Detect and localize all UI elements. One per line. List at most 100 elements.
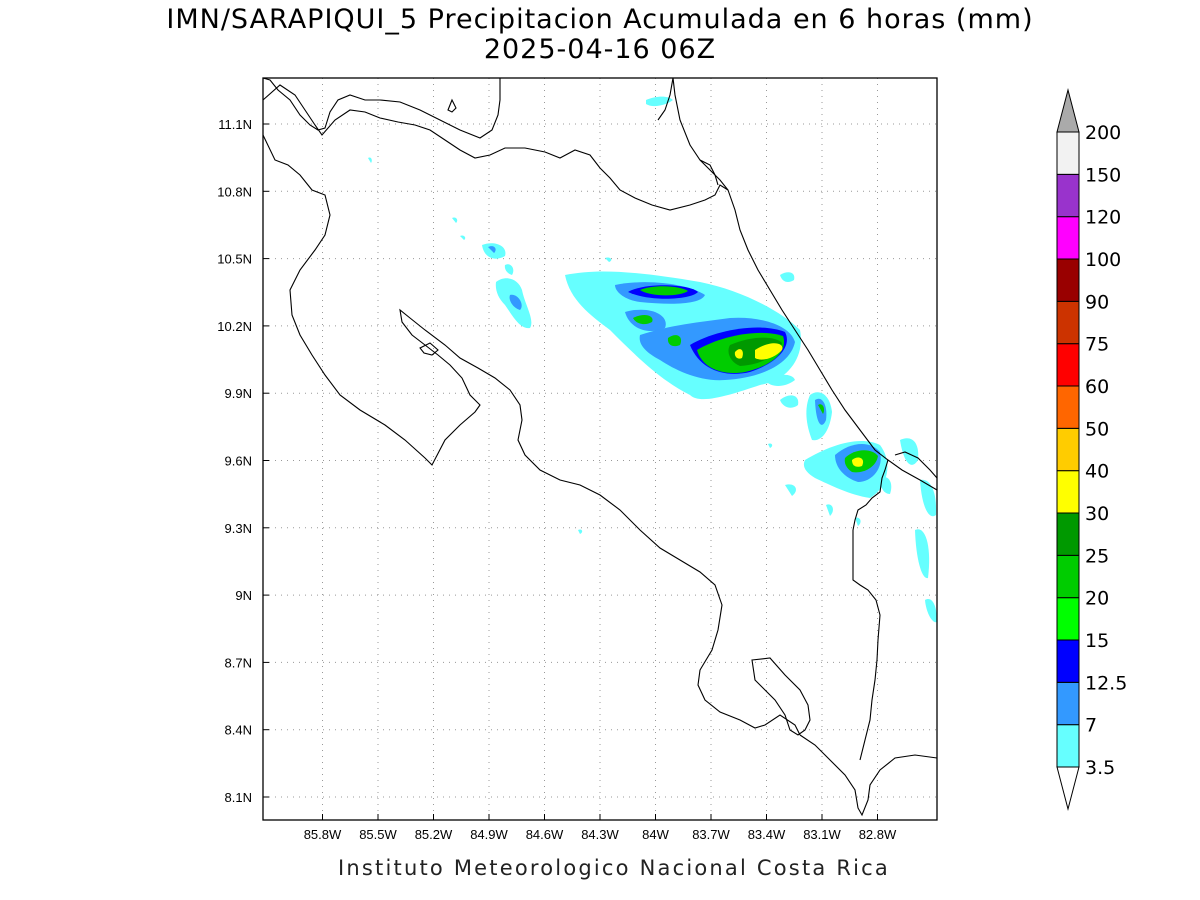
colorbar-swatch [1056,639,1080,683]
precip-area [633,315,653,325]
precip-area [578,529,583,534]
coastlines [262,77,938,817]
footer-credit: Instituto Meteorologico Nacional Costa R… [338,856,890,880]
precip-area [646,96,673,107]
colorbar-label: 150 [1085,164,1121,186]
y-tick-label: 8.1N [225,790,252,805]
precip-area [765,374,795,386]
x-tick-label: 82.8W [859,827,897,842]
colorbar: 3.5 7 12.5 15 20 25 30 40 50 60 75 90 100 120 150 200 [1056,88,1127,811]
precip-area [855,517,861,526]
precip-area [734,349,743,359]
colorbar-label: 12.5 [1085,672,1127,694]
colorbar-swatch [1056,470,1080,514]
nicaragua-border [262,84,729,211]
colorbar-swatch [1056,427,1080,472]
colorbar-swatch [1056,258,1080,302]
x-tick-label: 85.2W [415,827,453,842]
precip-area [818,404,825,414]
x-tick-label: 83.1W [803,827,841,842]
precip-area [780,395,799,408]
colorbar-label: 75 [1085,334,1109,356]
x-tick-label: 85.8W [304,827,342,842]
y-tick-label: 8.4N [225,723,252,738]
colorbar-swatch [1056,681,1080,726]
precipitation-fields [368,96,937,623]
colorbar-swatch [1056,385,1080,429]
bocas-coast [894,451,938,479]
precip-area [915,529,930,579]
colorbar-label: 7 [1085,715,1097,737]
precip-area [755,343,783,360]
x-tick-label: 83.4W [748,827,786,842]
x-tick-label: 83.7W [692,827,730,842]
y-tick-label: 10.2N [217,319,252,334]
colorbar-swatch [1056,554,1080,599]
y-tick-label: 9.9N [225,386,252,401]
precip-area [460,235,466,240]
map-date: 2025-04-16 06Z [483,34,717,65]
precip-area [509,294,522,310]
colorbar-label: 90 [1085,291,1109,313]
colorbar-label: 25 [1085,545,1109,567]
colorbar-label: 20 [1085,588,1109,610]
precip-area [925,599,937,623]
nicaragua-inland [657,77,674,121]
x-tick-label: 84.3W [581,827,619,842]
nicaragua-coast [262,77,501,139]
colorbar-min-triangle [1056,766,1080,811]
colorbar-label: 100 [1085,249,1121,271]
precip-area [452,217,458,223]
osa-peninsula [751,657,811,736]
colorbar-max-triangle [1056,88,1080,133]
precip-area [640,286,688,296]
latitude-axis: 11.1N 10.8N 10.5N 10.2N 9.9N 9.6N 9.3N 9N 8.7N 8.… [217,117,269,805]
colorbar-swatch [1056,724,1080,768]
map-title: IMN/SARAPIQUI_5 Precipitacion Acumulada … [166,4,1034,35]
precip-area [488,246,496,253]
y-tick-label: 9.6N [225,454,252,469]
precip-area [368,157,372,163]
nicaragua-east [699,159,719,186]
y-tick-label: 10.8N [217,184,252,199]
precip-area [605,257,612,262]
y-tick-label: 8.7N [225,655,252,670]
precip-area [768,443,773,448]
graticule [263,78,937,820]
precip-area [900,438,919,465]
precip-area [880,476,892,494]
pacific-coast [262,134,801,736]
caribbean-coast [672,77,938,491]
colorbar-label: 200 [1085,122,1121,144]
precip-area [785,484,796,496]
precip-area [920,479,937,517]
colorbar-swatch [1056,216,1080,260]
colorbar-label: 40 [1085,461,1109,483]
precip-area [815,398,827,425]
colorbar-label: 60 [1085,376,1109,398]
x-tick-label: 84.9W [470,827,508,842]
precip-area [852,457,864,467]
colorbar-label: 120 [1085,207,1121,229]
panama-border [852,459,889,761]
colorbar-label: 3.5 [1085,757,1115,779]
y-tick-label: 9N [235,588,252,603]
colorbar-swatch [1056,173,1080,218]
precip-area [504,264,514,275]
precip-area [780,272,795,283]
longitude-axis: 85.8W 85.5W 85.2W 84.9W 84.6W 84.3W 84W 83.7W 83… [304,814,897,842]
precip-area [826,504,833,516]
nicaragua-lake-island [447,98,457,113]
golfito-coast [799,734,938,817]
colorbar-swatch [1056,343,1080,387]
gulf-island [419,342,439,356]
colorbar-label: 30 [1085,503,1109,525]
y-tick-label: 10.5N [217,252,252,267]
colorbar-label: 50 [1085,418,1109,440]
y-tick-label: 9.3N [225,521,252,536]
colorbar-label: 15 [1085,630,1109,652]
colorbar-swatch [1056,512,1080,556]
x-tick-label: 84.6W [526,827,564,842]
precip-area [667,335,682,347]
